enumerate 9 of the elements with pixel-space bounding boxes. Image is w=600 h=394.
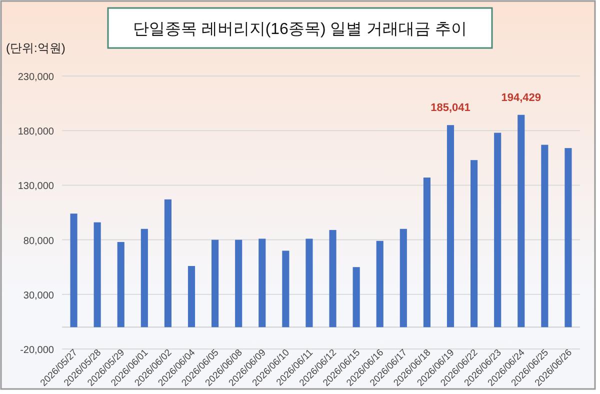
y-tick-label: 130,000 <box>18 181 54 192</box>
data-label: 194,429 <box>501 92 542 104</box>
y-tick-label: 180,000 <box>18 126 54 138</box>
y-tick-label: 30,000 <box>23 290 54 302</box>
y-tick-label: 80,000 <box>23 236 54 247</box>
y-tick-label: 230,000 <box>18 72 54 83</box>
text: (단위:억원) <box>6 41 66 55</box>
data-label: 185,041 <box>430 102 470 114</box>
chart-title: 단일종목 레버리지(16종목) 일별 거래대금 추이 <box>132 21 468 38</box>
